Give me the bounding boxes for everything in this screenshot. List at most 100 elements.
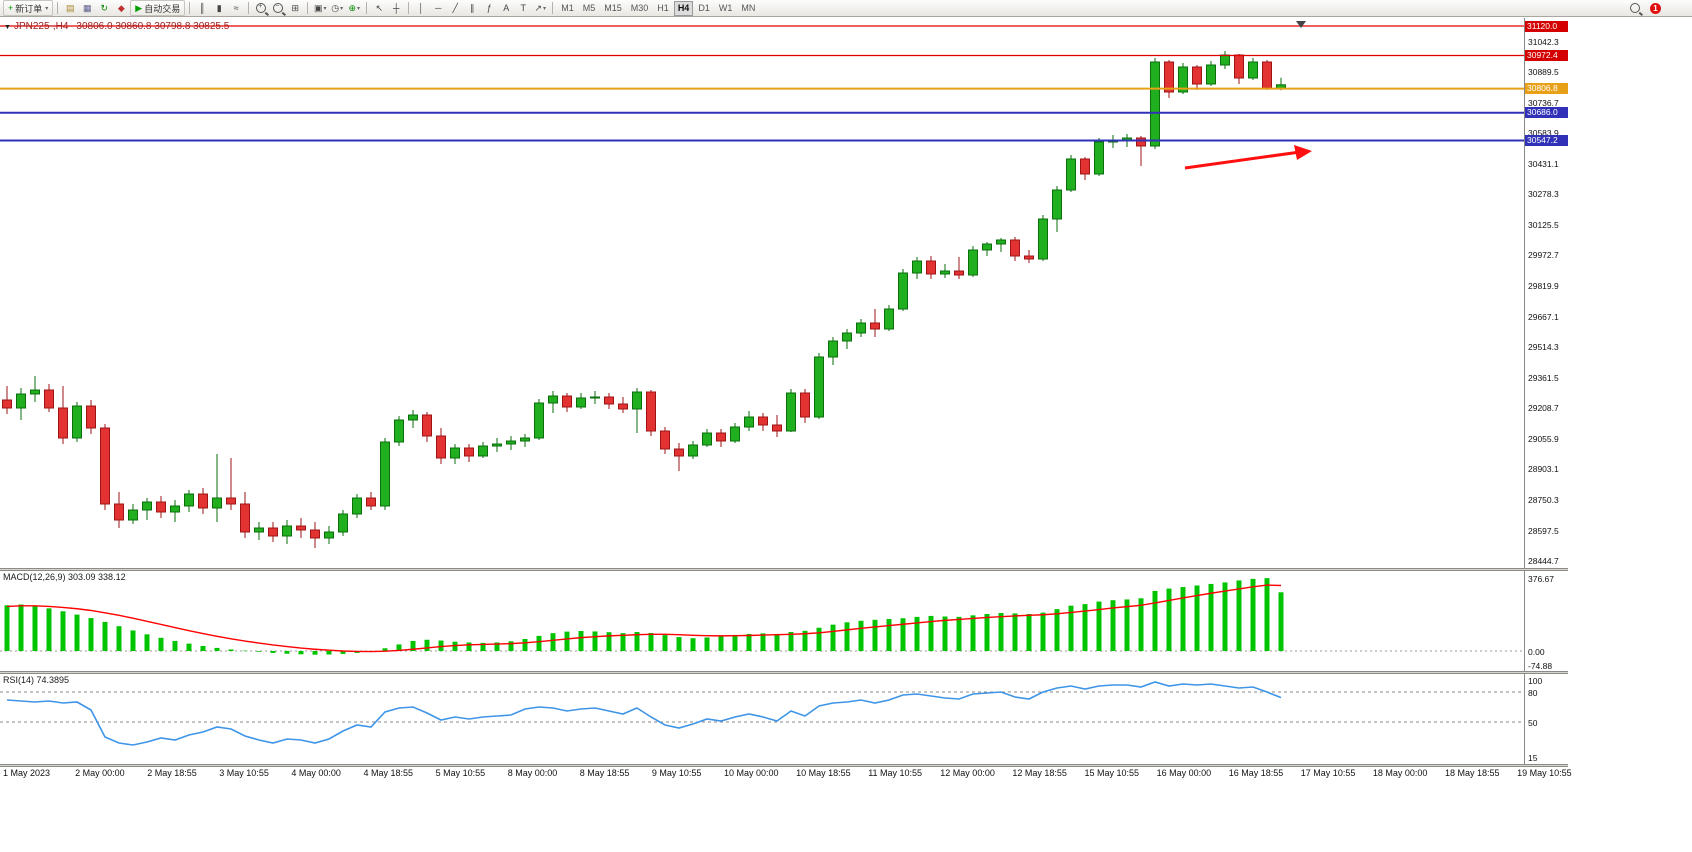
fibonacci-icon[interactable]: ƒ [481, 1, 497, 15]
macd-histogram-bar [564, 631, 570, 651]
zoom-out-icon[interactable]: − [270, 1, 286, 15]
trend-arrow-annotation[interactable] [1184, 150, 1301, 170]
candlestick [1192, 66, 1202, 85]
timeframe-h1[interactable]: H1 [657, 2, 669, 13]
macd-histogram-bar [1138, 598, 1144, 651]
notification-badge[interactable]: 1 [1650, 2, 1661, 14]
candlestick [142, 501, 152, 511]
zoom-in-icon[interactable]: + [253, 1, 269, 15]
candlestick [842, 332, 852, 342]
line-chart-type-icon[interactable]: ≈ [228, 1, 244, 15]
candlestick [394, 419, 404, 443]
macd-histogram-bar [494, 642, 500, 651]
macd-histogram-bar [788, 632, 794, 651]
macd-label: MACD(12,26,9) 303.09 338.12 [3, 572, 126, 582]
candlestick [660, 430, 670, 450]
price-line-tag[interactable]: 30686.0 [1525, 107, 1568, 119]
price-line-tag[interactable]: 30806.8 [1525, 83, 1568, 95]
price-axis-label: 30278.3 [1528, 189, 1559, 200]
profiles-icon: ▦ [83, 2, 92, 13]
candlestick [422, 414, 432, 437]
zoom-sign: + [258, 3, 263, 10]
timeframe-d1[interactable]: D1 [698, 2, 710, 13]
text-icon[interactable]: A [498, 1, 514, 15]
time-axis-label: 4 May 18:55 [363, 768, 414, 778]
macd-histogram-bar [732, 634, 738, 651]
cursor-icon[interactable]: ↖ [371, 1, 387, 15]
macd-histogram-bar [88, 618, 94, 651]
candlestick [744, 416, 754, 428]
search-icon[interactable] [1630, 3, 1640, 13]
rsi-axis-label: 100 [1528, 676, 1543, 686]
label-icon[interactable]: T [515, 1, 531, 15]
indicators-icon[interactable]: ⊕ ▾ [346, 1, 362, 15]
macd-histogram-bar [424, 639, 430, 651]
price-axis-border [1524, 18, 1525, 766]
profiles-icon[interactable]: ▦ [79, 1, 95, 15]
price-line-tag[interactable]: 31120.0 [1525, 20, 1568, 32]
timeframe-w1[interactable]: W1 [718, 2, 733, 13]
price-line-tag[interactable]: 30972.4 [1525, 50, 1568, 62]
timeframe-m15[interactable]: M15 [604, 2, 622, 13]
dropdown-caret-icon: ▾ [45, 5, 49, 12]
auto-trading-button-label: 自动交易 [144, 3, 181, 14]
pane-separator[interactable] [0, 568, 1568, 571]
crosshair-icon[interactable]: ┼ [388, 1, 404, 15]
candlestick [646, 391, 656, 432]
periods-icon[interactable]: ◷ ▾ [329, 1, 345, 15]
candlestick-chart-type-icon[interactable]: ▮ [211, 1, 227, 15]
time-axis-label: 12 May 18:55 [1012, 768, 1067, 778]
bar-chart-type-icon[interactable]: ║ [194, 1, 210, 15]
candlestick [520, 437, 530, 442]
candlestick [674, 448, 684, 457]
timeframe-m5[interactable]: M5 [582, 2, 596, 13]
price-axis-label: 30125.5 [1528, 219, 1559, 230]
macd-histogram-bar [886, 619, 892, 651]
new-chart-icon: ▣ [313, 2, 323, 13]
alerts-icon[interactable]: ◆ [113, 1, 129, 15]
price-axis-label: 29055.9 [1528, 433, 1559, 444]
chart-shift-marker[interactable] [1296, 21, 1306, 28]
price-line-tag[interactable]: 30547.2 [1525, 135, 1568, 147]
trend-arrow-head[interactable] [1294, 145, 1312, 160]
pane-separator[interactable] [0, 671, 1568, 674]
horizontal-line-icon[interactable]: ─ [430, 1, 446, 15]
channel-icon[interactable]: ∥ [464, 1, 480, 15]
macd-histogram-bar [144, 634, 150, 651]
timeframe-mn[interactable]: MN [741, 2, 756, 13]
vertical-line-icon: │ [418, 3, 425, 13]
candlestick [324, 531, 334, 539]
time-axis-label: 8 May 18:55 [579, 768, 630, 778]
auto-trading-button[interactable]: ▶ 自动交易 [130, 0, 186, 16]
macd-histogram-bar [844, 622, 850, 651]
candlestick [1248, 61, 1258, 79]
new-chart-icon[interactable]: ▣ ▾ [312, 1, 328, 15]
refresh-icon[interactable]: ↻ [96, 1, 112, 15]
new-order-button[interactable]: + 新订单 ▾ [3, 0, 54, 16]
trendline-icon[interactable]: ╱ [447, 1, 463, 15]
candlestick [576, 397, 586, 408]
candlestick [170, 505, 180, 513]
vertical-line-icon[interactable]: │ [413, 1, 429, 15]
candlestick [366, 497, 376, 507]
macd-histogram-bar [914, 616, 920, 651]
price-axis-label: 29667.1 [1528, 311, 1559, 322]
timeframe-m1[interactable]: M1 [561, 2, 574, 13]
candlestick [562, 395, 572, 408]
charts-toolbar-icon[interactable]: ▤ [62, 1, 78, 15]
arrows-icon[interactable]: ↗ ▾ [532, 1, 548, 15]
collapse-marker-icon[interactable]: ▼ [4, 24, 11, 31]
time-axis-label: 9 May 10:55 [651, 768, 702, 778]
macd-histogram-bar [942, 616, 948, 651]
timeframe-m30[interactable]: M30 [630, 2, 649, 13]
toolbar-separator [366, 2, 368, 14]
main-chart-pane[interactable] [0, 18, 1524, 568]
candlestick [254, 527, 264, 533]
rsi-pane[interactable] [0, 674, 1524, 764]
price-axis-label: 29361.5 [1528, 372, 1559, 383]
candlestick [926, 260, 936, 275]
tile-windows-icon[interactable]: ⊞ [287, 1, 303, 15]
timeframe-h4[interactable]: H4 [673, 0, 694, 16]
macd-histogram-bar [830, 624, 836, 651]
macd-pane[interactable] [0, 571, 1524, 671]
